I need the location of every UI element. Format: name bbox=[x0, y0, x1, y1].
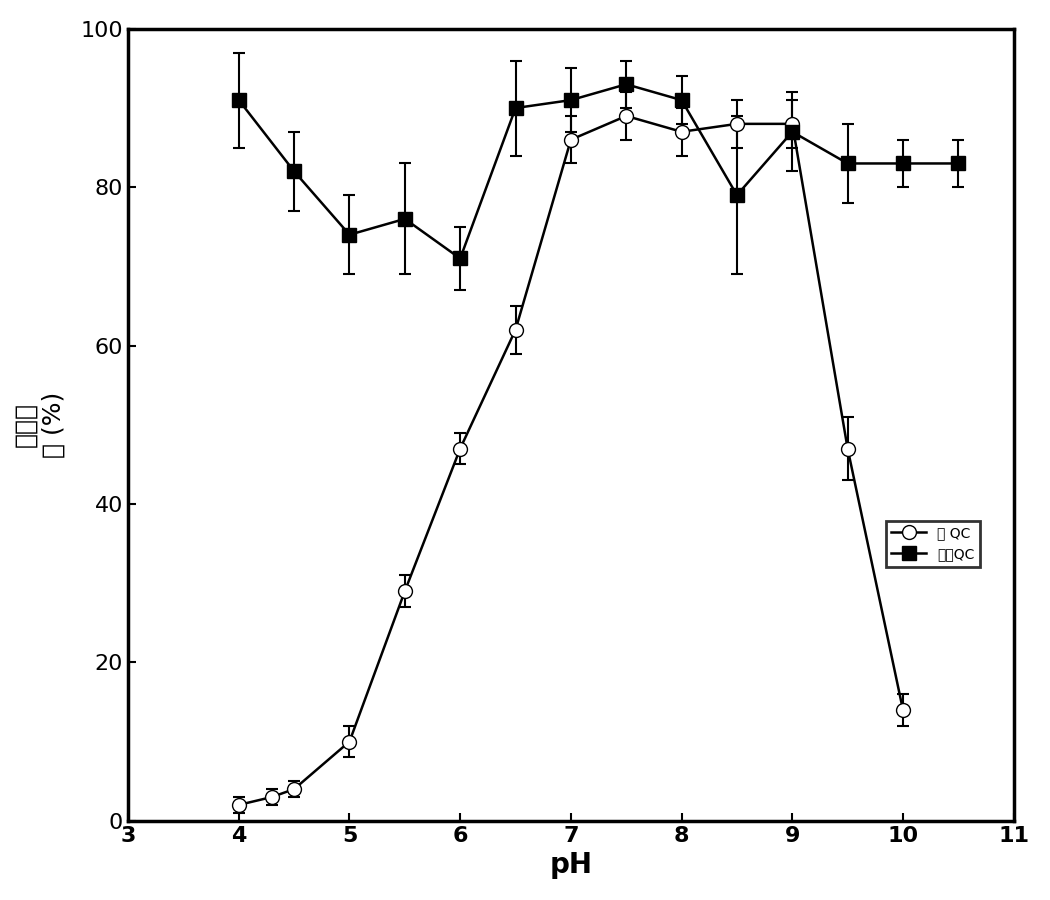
Text: 残余活
性 (%): 残余活 性 (%) bbox=[14, 392, 65, 458]
Legend: 人 QC, 木瓜QC: 人 QC, 木瓜QC bbox=[886, 520, 980, 567]
X-axis label: pH: pH bbox=[549, 851, 592, 879]
